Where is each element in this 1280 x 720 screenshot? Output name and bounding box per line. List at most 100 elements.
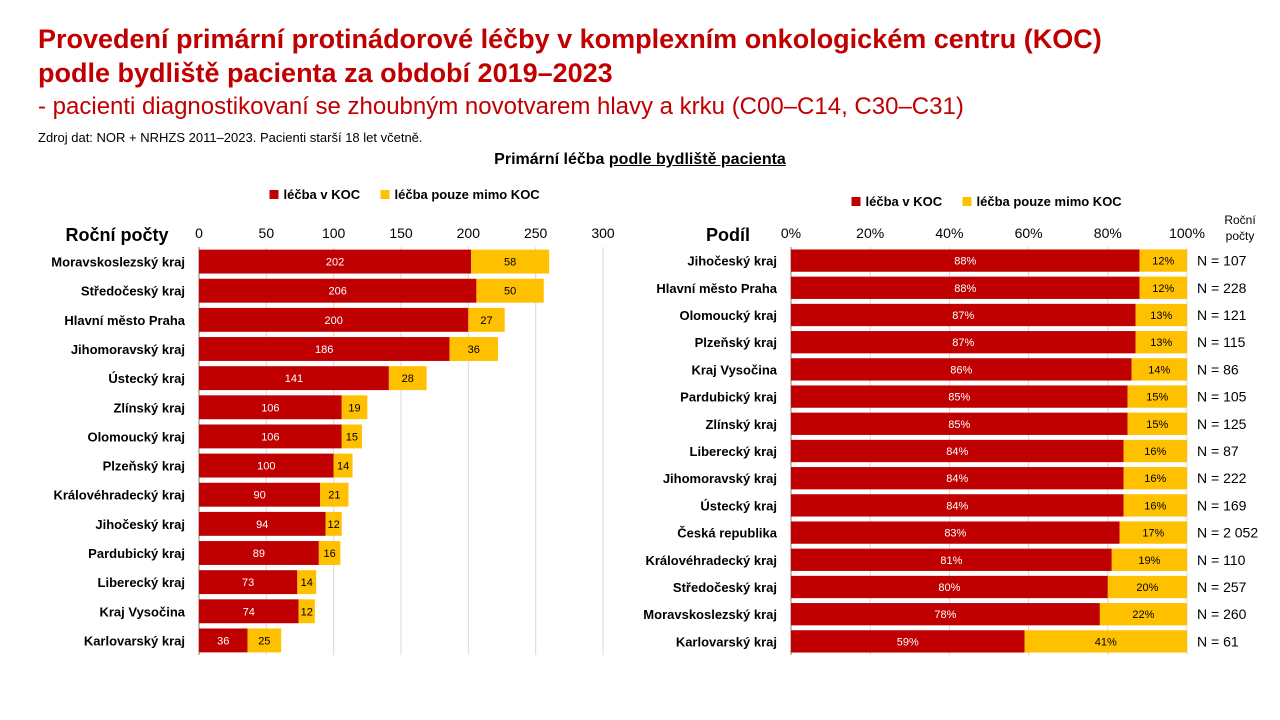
right-chart-data-label-koc: 87% [952, 337, 974, 349]
right-chart-bar-outside [1107, 575, 1187, 599]
right-chart-n-value: N = 169 [1197, 497, 1247, 513]
left-chart-data-label-outside: 27 [480, 315, 492, 327]
left-chart-legend-label-outside: léčba pouze mimo KOC [395, 187, 541, 202]
left-chart-x-tick-label: 250 [524, 225, 548, 241]
left-chart-bar-koc [199, 482, 321, 507]
right-chart-bar-koc [791, 331, 1136, 354]
left-chart-data-label-outside: 21 [328, 490, 340, 502]
left-chart-category-label: Liberecký kraj [98, 575, 185, 590]
left-chart-bar-koc [199, 278, 477, 303]
left-chart-bar-outside [318, 541, 341, 565]
right-chart-x-tick-label: 0% [781, 225, 801, 241]
right-chart-bar-koc [791, 439, 1124, 463]
right-chart-bar-koc [791, 575, 1108, 599]
section-title-underlined: podle bydliště pacienta [608, 151, 786, 168]
right-chart-data-label-koc: 85% [948, 419, 970, 431]
right-chart-bar-koc [791, 630, 1025, 653]
right-chart-n-value: N = 260 [1197, 606, 1247, 622]
left-chart-bar-outside [333, 453, 353, 478]
left-chart-category-label: Ústecký kraj [108, 371, 185, 386]
right-chart-category-label: Jihomoravský kraj [663, 471, 777, 486]
right-chart-data-label-koc: 87% [952, 310, 974, 322]
right-chart-n-header-line1: Roční [1224, 213, 1256, 227]
right-chart-category-label: Kraj Vysočina [691, 362, 777, 377]
left-chart-data-label-koc: 74 [243, 606, 255, 618]
right-chart-n-value: N = 2 052 [1197, 525, 1258, 541]
section-title-plain: Primární léčba [494, 151, 609, 168]
right-chart-x-tick-label: 100% [1169, 225, 1205, 241]
left-chart-bar-koc [199, 337, 450, 361]
right-chart-bar-koc [791, 467, 1124, 490]
left-chart-legend-swatch-outside [380, 190, 390, 199]
left-chart-bar-koc [199, 307, 469, 332]
right-chart-bar-koc [791, 249, 1140, 272]
left-chart-x-tick-label: 300 [591, 225, 615, 241]
left-chart-category-label: Královéhradecký kraj [53, 488, 185, 503]
right-chart-x-tick-label: 80% [1094, 225, 1122, 241]
left-chart-bar-outside [325, 511, 342, 536]
right-chart-data-label-koc: 88% [954, 256, 976, 268]
right-chart-category-label: Královéhradecký kraj [645, 553, 777, 568]
right-chart-bar-outside [1139, 249, 1187, 272]
right-chart-legend-swatch-koc [851, 197, 861, 206]
left-chart-category-label: Karlovarský kraj [84, 633, 185, 648]
right-chart-n-value: N = 61 [1197, 633, 1239, 649]
right-chart-bar-koc [791, 548, 1112, 571]
left-chart-category-label: Jihočeský kraj [95, 517, 185, 532]
right-chart-category-label: Ústecký kraj [700, 498, 777, 513]
right-chart-category-label: Plzeňský kraj [695, 335, 777, 350]
left-chart-data-label-outside: 58 [504, 257, 516, 269]
right-chart-data-label-koc: 81% [940, 555, 962, 567]
right-chart-bar-outside [1131, 358, 1187, 381]
left-chart-data-label-outside: 12 [301, 606, 313, 618]
right-chart-data-label-koc: 86% [950, 364, 972, 376]
right-chart-data-label-outside: 41% [1095, 636, 1117, 648]
data-source-note: Zdroj dat: NOR + NRHZS 2011–2023. Pacien… [38, 130, 423, 145]
left-chart-category-label: Hlavní město Praha [64, 313, 185, 328]
left-chart-data-label-koc: 141 [285, 373, 303, 385]
page-title: Provedení primární protinádorové léčby v… [38, 24, 1102, 54]
left-chart-data-label-outside: 25 [258, 635, 270, 647]
left-chart-bar-outside [298, 599, 315, 624]
right-chart-n-value: N = 228 [1197, 280, 1247, 296]
right-chart-category-label: Jihočeský kraj [687, 254, 777, 269]
left-chart-data-label-koc: 202 [326, 257, 344, 269]
right-chart-x-tick-label: 40% [935, 225, 963, 241]
left-chart-bar-outside [449, 337, 498, 361]
left-chart-x-tick-label: 50 [259, 225, 275, 241]
left-chart-data-label-outside: 15 [346, 431, 358, 443]
right-chart-bar-koc [791, 412, 1128, 435]
left-chart-category-label: Olomoucký kraj [87, 429, 185, 444]
left-chart-data-label-outside: 19 [348, 402, 360, 414]
right-chart-n-value: N = 87 [1197, 443, 1239, 459]
right-chart-legend-label-outside: léčba pouze mimo KOC [977, 194, 1123, 209]
left-chart-bar-outside [297, 570, 317, 595]
right-chart-bar-koc [791, 358, 1132, 381]
right-chart-data-label-outside: 16% [1144, 446, 1166, 458]
right-chart-bar-outside [1119, 521, 1187, 544]
left-chart-bar-koc [199, 453, 334, 478]
right-chart-data-label-outside: 16% [1144, 500, 1166, 512]
right-chart-data-label-outside: 20% [1136, 582, 1158, 594]
right-chart-bar-outside [1123, 439, 1187, 463]
right-chart-n-value: N = 257 [1197, 579, 1247, 595]
right-chart-n-value: N = 125 [1197, 416, 1247, 432]
right-chart-bar-outside [1099, 603, 1187, 626]
right-chart-legend-swatch-outside [962, 197, 972, 206]
right-chart-data-label-koc: 85% [948, 392, 970, 404]
left-chart-bar-koc [199, 628, 248, 653]
right-chart-data-label-outside: 13% [1150, 337, 1172, 349]
right-chart-bar-koc [791, 494, 1124, 517]
left-chart-data-label-koc: 94 [256, 519, 268, 531]
left-chart-data-label-koc: 186 [315, 344, 333, 356]
left-chart-category-label: Moravskoslezský kraj [51, 255, 185, 270]
right-chart-bar-outside [1127, 385, 1187, 408]
right-chart-data-label-outside: 22% [1132, 609, 1154, 621]
right-chart-n-value: N = 105 [1197, 389, 1247, 405]
left-chart-data-label-outside: 14 [337, 461, 349, 473]
left-chart-data-label-koc: 206 [329, 286, 347, 298]
right-chart-bar-outside [1139, 276, 1187, 299]
right-chart-data-label-koc: 59% [897, 636, 919, 648]
right-chart-data-label-koc: 88% [954, 283, 976, 295]
left-chart-category-label: Kraj Vysočina [99, 604, 185, 619]
